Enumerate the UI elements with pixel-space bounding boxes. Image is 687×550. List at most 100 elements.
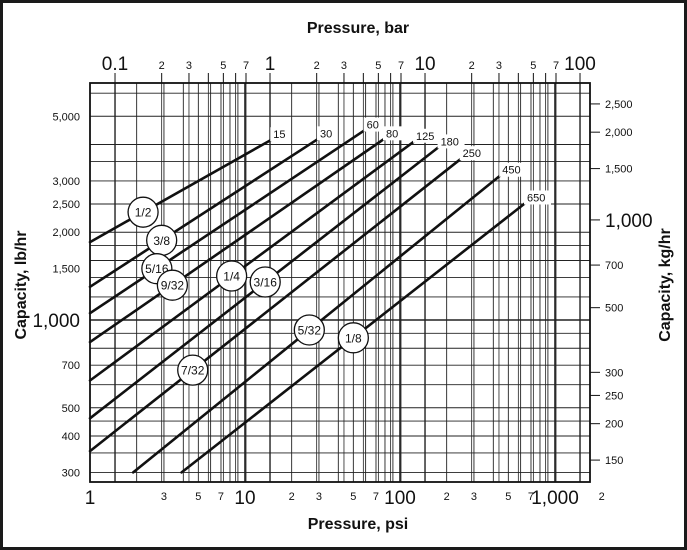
series-line-3-8 <box>88 137 321 289</box>
y-axis-right-ticks: 150 200 250 300 500 700 1,000 1,500 2,000 2,500 <box>590 99 653 467</box>
y-right-tick-label: 200 <box>605 419 623 431</box>
series-bubble <box>337 322 369 354</box>
x-top-tick-label: 5 <box>530 60 536 72</box>
series-end-label: 125 <box>416 131 434 143</box>
x-bottom-tick-label: 7 <box>373 491 379 503</box>
plot-area-border <box>89 82 591 483</box>
x-axis-top-title: Pressure, bar <box>307 20 409 37</box>
series-bubble <box>249 266 281 298</box>
y-right-tick-label: 300 <box>605 367 623 379</box>
series-bubble-label: 5/32 <box>298 323 322 337</box>
x-axis-top-ticks: 0.1 2 3 5 7 1 2 3 5 7 10 2 3 5 7 100 <box>102 54 596 83</box>
series-bubble <box>156 269 189 301</box>
y-right-tick-label: 150 <box>605 455 623 467</box>
series-bubble-label: 9/32 <box>161 279 185 293</box>
y-left-tick-label: 2,000 <box>52 227 80 239</box>
y-right-tick-label: 1,000 <box>605 211 653 232</box>
series-end-label: 60 <box>367 120 379 132</box>
series-bubble <box>177 354 209 386</box>
y-right-tick-label: 500 <box>605 303 623 315</box>
x-top-tick-label: 2 <box>159 60 165 72</box>
x-bottom-tick-label: 1,000 <box>531 488 579 509</box>
y-right-tick-label: 2,000 <box>605 127 633 139</box>
series-line-1-4 <box>88 139 417 382</box>
x-bottom-tick-label: 3 <box>316 491 322 503</box>
x-bottom-tick-label: 3 <box>471 491 477 503</box>
x-bottom-tick-label: 7 <box>528 491 534 503</box>
y-left-tick-label: 500 <box>62 403 80 415</box>
series-end-label: 650 <box>527 192 545 204</box>
x-top-tick-label: 3 <box>341 60 347 72</box>
y-left-tick-label: 1,500 <box>52 264 80 276</box>
series-line-7-32 <box>88 156 464 453</box>
y-axis-right-title: Capacity, kg/hr <box>657 228 674 342</box>
plot-border-rect <box>89 82 591 483</box>
x-top-tick-label: 10 <box>414 54 435 75</box>
x-bottom-tick-label: 1 <box>85 488 96 509</box>
series-bubble-label: 7/32 <box>181 364 205 378</box>
y-right-tick-label: 1,500 <box>605 164 633 176</box>
series-end-label-bg <box>270 127 291 142</box>
series-end-label-bg <box>316 126 337 141</box>
x-bottom-tick-label: 2 <box>289 491 295 503</box>
x-top-tick-label: 0.1 <box>102 54 128 75</box>
series-end-label: 80 <box>386 128 398 140</box>
x-top-tick-label: 5 <box>375 60 381 72</box>
series-bubble-label: 3/8 <box>153 234 170 248</box>
x-top-tick-label: 2 <box>469 60 475 72</box>
series-end-label-bg <box>524 190 552 205</box>
series-line-1-2 <box>88 137 274 244</box>
y-right-tick-label: 250 <box>605 390 623 402</box>
x-bottom-tick-label: 5 <box>195 491 201 503</box>
series-end-label-bg <box>499 162 527 177</box>
series-end-label-bg <box>382 126 403 141</box>
series-line-5-16 <box>88 128 367 315</box>
x-bottom-tick-label: 100 <box>384 488 416 509</box>
series-end-label: 450 <box>502 165 520 177</box>
x-top-tick-label: 3 <box>496 60 502 72</box>
x-top-tick-label: 3 <box>186 60 192 72</box>
x-bottom-tick-label: 5 <box>505 491 511 503</box>
x-bottom-tick-label: 7 <box>218 491 224 503</box>
x-bottom-tick-label: 2 <box>444 491 450 503</box>
x-axis-bottom-title: Pressure, psi <box>308 516 409 533</box>
y-left-tick-label: 1,000 <box>32 311 80 332</box>
y-right-tick-label: 700 <box>605 260 623 272</box>
x-bottom-tick-label: 5 <box>350 491 356 503</box>
x-bottom-tick-label: 3 <box>161 491 167 503</box>
series-bubble <box>293 314 325 346</box>
x-top-tick-label: 2 <box>314 60 320 72</box>
y-axis-left-ticks: 300 400 500 700 1,000 1,500 2,000 2,500 3,000 5,0… <box>32 111 80 479</box>
series-bubble-labels: 1/23/8 5/16 9/32 1/4 3/16 7/32 5/32 1/8 <box>127 196 369 386</box>
y-left-tick-label: 400 <box>62 431 80 443</box>
x-bottom-tick-label: 2 <box>599 491 605 503</box>
series-bubble-label: 1/4 <box>223 270 240 284</box>
series-bubble <box>215 260 248 292</box>
series-end-label: 250 <box>463 148 481 160</box>
x-top-tick-label: 7 <box>553 60 559 72</box>
x-bottom-tick-label: 10 <box>234 488 255 509</box>
y-right-tick-label: 2,500 <box>605 99 633 111</box>
series-end-label-bg <box>413 128 441 143</box>
series-bubble-label: 1/8 <box>345 331 362 345</box>
x-axis-bottom-ticks: 1 3 5 7 10 2 3 5 7 100 2 3 5 71,000 2 <box>85 488 605 509</box>
series-bubble <box>127 196 159 228</box>
x-top-tick-label: 7 <box>243 60 249 72</box>
y-left-tick-label: 2,500 <box>52 199 80 211</box>
y-left-tick-label: 300 <box>62 467 80 479</box>
x-top-tick-label: 7 <box>398 60 404 72</box>
y-left-tick-label: 700 <box>62 360 80 372</box>
series-end-label: 30 <box>320 128 332 140</box>
x-top-tick-label: 100 <box>564 54 596 75</box>
series-end-label: 180 <box>441 136 459 148</box>
series-end-label-bg <box>459 146 487 161</box>
y-left-tick-label: 3,000 <box>52 176 80 188</box>
y-left-tick-label: 5,000 <box>52 111 80 123</box>
series-end-labels: 15 30 60 80 125 180 250 450 650 <box>270 117 552 205</box>
series-line-9-32 <box>88 137 387 344</box>
x-top-tick-label: 5 <box>220 60 226 72</box>
series-bubble-label: 3/16 <box>254 276 278 290</box>
y-axis-left-title: Capacity, lb/hr <box>13 230 30 339</box>
series-end-label-bg <box>437 134 465 149</box>
